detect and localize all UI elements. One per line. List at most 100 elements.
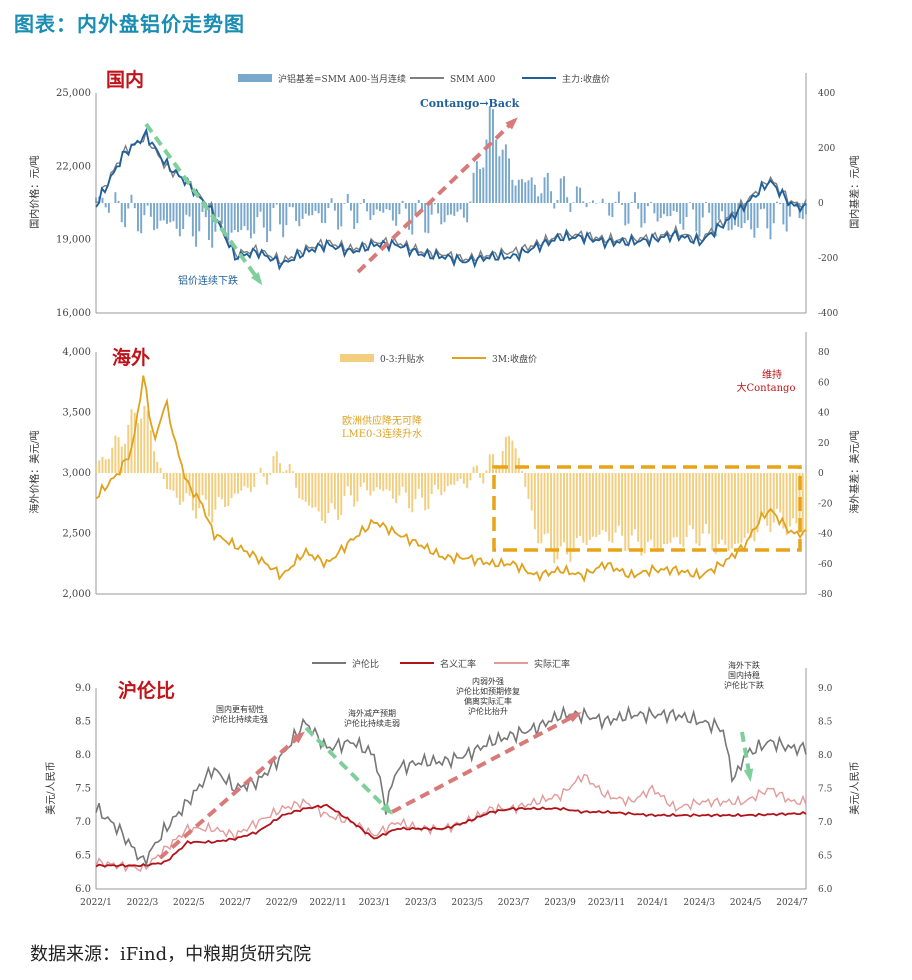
basis-bar: [169, 203, 172, 223]
basis-bar: [343, 203, 346, 204]
spread-bar: [556, 473, 559, 560]
basis-bar: [669, 203, 672, 217]
basis-bar: [195, 203, 198, 247]
panel-label-domestic: 国内: [106, 68, 144, 91]
spread-bar: [414, 473, 417, 500]
basis-bar: [95, 197, 97, 203]
basis-bar: [127, 203, 130, 209]
spread-bar: [479, 473, 482, 478]
spread-bar: [117, 437, 120, 473]
basis-bar: [640, 203, 643, 228]
y-tick-label-left: 25,000: [56, 88, 91, 99]
spread-bar: [537, 473, 540, 544]
basis-bar: [191, 203, 194, 237]
spread-bar: [724, 473, 727, 545]
spread-bar: [314, 473, 317, 508]
y-tick-label-right: 400: [818, 89, 835, 99]
basis-bar: [172, 203, 175, 222]
basis-bar: [237, 203, 239, 233]
y-tick-label-left: 2,500: [62, 529, 91, 540]
basis-bar: [495, 139, 498, 203]
basis-bar: [508, 158, 511, 203]
spread-bar: [372, 473, 375, 492]
basis-bar: [608, 203, 611, 216]
spread-bar: [240, 473, 243, 491]
basis-bar: [592, 200, 594, 203]
basis-bar: [178, 203, 181, 237]
spread-bar: [533, 473, 536, 530]
basis-bar: [104, 203, 107, 208]
spread-bar: [156, 461, 159, 473]
annotation-ratio-repair: 沪伦比如预期修复: [456, 686, 520, 696]
spread-bar: [308, 473, 310, 506]
basis-bar: [233, 203, 236, 230]
page-title: 图表：内外盘铝价走势图: [14, 12, 245, 36]
basis-bar: [550, 191, 553, 203]
annotation-domestic-resilient: 国内更有韧性: [216, 704, 264, 714]
annotation-deviate-fx: 偏离实际汇率: [464, 696, 512, 706]
spread-bar: [801, 473, 804, 536]
basis-bar: [737, 203, 740, 227]
x-tick-label: 2023/1: [359, 898, 391, 908]
basis-bar: [666, 203, 669, 217]
basis-bar: [211, 203, 214, 248]
basis-bar: [524, 182, 527, 203]
spread-bar: [385, 473, 388, 490]
basis-bar: [743, 203, 746, 224]
basis-bar: [776, 201, 778, 203]
spread-bar: [233, 473, 236, 494]
basis-bar: [398, 203, 401, 215]
annotation-ratio-fall: 沪伦比下跌: [724, 680, 764, 690]
spread-bar: [769, 473, 772, 532]
y-tick-label-right: -40: [818, 530, 833, 540]
basis-bar: [556, 200, 559, 203]
spread-bar: [482, 473, 485, 484]
basis-bar: [346, 194, 349, 203]
basis-bar: [721, 203, 724, 212]
annotation-price-fall: 铝价连续下跌: [178, 274, 238, 287]
basis-bar: [563, 176, 565, 203]
x-tick-label: 2023/3: [405, 898, 437, 908]
basis-bar: [475, 161, 478, 203]
basis-bar: [317, 203, 320, 214]
basis-bar: [295, 203, 298, 221]
trend-arrow-down-1: [304, 726, 392, 814]
spread-bar: [227, 473, 230, 507]
spread-bar: [485, 470, 488, 473]
basis-bar: [782, 203, 785, 225]
spread-bar: [101, 457, 104, 473]
basis-bar: [175, 203, 178, 229]
spread-bar: [443, 473, 446, 492]
basis-bar: [217, 203, 220, 218]
spread-bar: [262, 473, 265, 477]
basis-bar: [805, 203, 807, 215]
spread-bar: [575, 473, 578, 538]
spread-bar: [127, 424, 130, 473]
basis-bar: [730, 203, 733, 230]
spread-bar: [362, 473, 365, 483]
spread-bar: [153, 451, 156, 473]
basis-bar: [411, 203, 414, 235]
basis-bar: [201, 203, 204, 212]
basis-bar: [208, 203, 210, 240]
spread-bar: [291, 471, 294, 473]
spread-bar: [469, 473, 472, 481]
basis-bar: [185, 203, 188, 215]
spread-bar: [475, 465, 478, 473]
spread-bar: [104, 459, 107, 473]
basis-bar: [701, 203, 704, 218]
spread-bar: [130, 409, 133, 473]
spread-bar: [630, 473, 633, 536]
spread-bar: [185, 473, 188, 494]
spread-bar: [111, 447, 114, 473]
basis-bar: [156, 203, 159, 229]
spread-bar: [617, 473, 620, 526]
basis-bar: [130, 194, 133, 203]
series-line-3m-close: [95, 375, 807, 583]
basis-bar: [511, 179, 514, 203]
basis-bar: [279, 203, 281, 225]
basis-bar: [262, 203, 265, 228]
spread-bar: [672, 473, 675, 538]
spread-bar: [514, 448, 517, 473]
basis-bar: [224, 203, 227, 239]
